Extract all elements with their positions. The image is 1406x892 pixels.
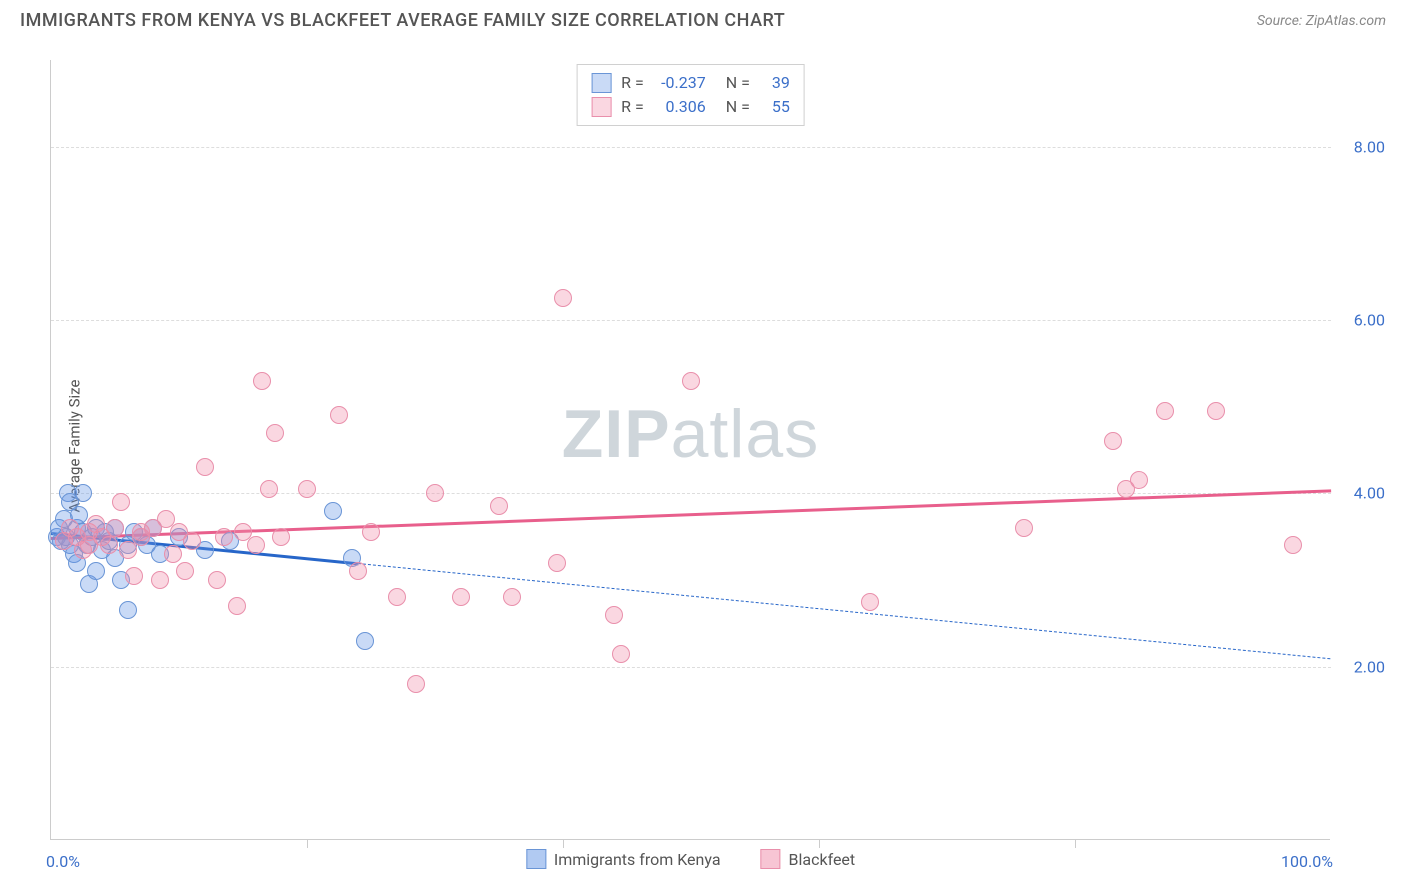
chart-title: IMMIGRANTS FROM KENYA VS BLACKFEET AVERA… (20, 10, 785, 31)
data-point (426, 484, 444, 502)
data-point (228, 597, 246, 615)
data-point (272, 528, 290, 546)
gridline (51, 147, 1331, 148)
legend-n-value: 39 (760, 71, 790, 95)
data-point (1015, 519, 1033, 537)
data-point (247, 536, 265, 554)
watermark: ZIPatlas (562, 395, 819, 473)
legend-r-label: R = (621, 71, 644, 95)
x-tick-label: 0.0% (46, 852, 80, 871)
x-tick-label: 100.0% (1281, 852, 1333, 871)
x-tick-mark (563, 840, 564, 848)
data-point (612, 645, 630, 663)
data-point (1104, 432, 1122, 450)
data-point (298, 480, 316, 498)
data-point (100, 536, 118, 554)
y-tick-label: 8.00 (1335, 137, 1385, 156)
data-point (151, 571, 169, 589)
legend-bottom-item: Immigrants from Kenya (526, 849, 721, 869)
watermark-bold: ZIP (562, 396, 671, 472)
y-tick-label: 2.00 (1335, 657, 1385, 676)
data-point (1284, 536, 1302, 554)
chart-area: ZIPatlas R =-0.237N =39R =0.306N =55 Imm… (50, 60, 1370, 840)
legend-swatch (526, 849, 546, 869)
data-point (452, 588, 470, 606)
legend-label: Blackfeet (789, 850, 856, 869)
x-tick-mark (1075, 840, 1076, 848)
source-label: Source: ZipAtlas.com (1257, 13, 1386, 29)
data-point (490, 497, 508, 515)
data-point (407, 675, 425, 693)
gridline (51, 667, 1331, 668)
data-point (74, 484, 92, 502)
plot-region: ZIPatlas R =-0.237N =39R =0.306N =55 Imm… (50, 60, 1330, 840)
data-point (208, 571, 226, 589)
data-point (330, 406, 348, 424)
watermark-light: atlas (671, 396, 820, 472)
header: IMMIGRANTS FROM KENYA VS BLACKFEET AVERA… (0, 0, 1406, 31)
legend-row: R = 0.306 N = 55 (591, 95, 790, 119)
data-point (324, 502, 342, 520)
data-point (861, 593, 879, 611)
x-tick-mark (307, 840, 308, 848)
legend-r-value: 0.306 (654, 95, 706, 119)
legend-r-label: R = (621, 95, 644, 119)
y-tick-label: 6.00 (1335, 311, 1385, 330)
data-point (266, 424, 284, 442)
gridline (51, 493, 1331, 494)
data-point (349, 562, 367, 580)
legend-row: R = -0.237 N = 39 (591, 71, 790, 95)
legend-swatch (591, 97, 611, 117)
data-point (356, 632, 374, 650)
data-point (176, 562, 194, 580)
legend-bottom-item: Blackfeet (761, 849, 856, 869)
data-point (503, 588, 521, 606)
legend-n-label: N = (726, 71, 750, 95)
data-point (1156, 402, 1174, 420)
trend-line-extrapolated (358, 563, 1331, 659)
legend-swatch (761, 849, 781, 869)
data-point (554, 289, 572, 307)
legend-r-value: -0.237 (654, 71, 706, 95)
data-point (183, 532, 201, 550)
data-point (388, 588, 406, 606)
legend-top: R = -0.237 N = 39 R = 0.306 N = 55 (576, 64, 805, 126)
legend-label: Immigrants from Kenya (554, 850, 721, 869)
data-point (119, 601, 137, 619)
gridline (51, 320, 1331, 321)
data-point (87, 562, 105, 580)
data-point (362, 523, 380, 541)
y-tick-label: 4.00 (1335, 484, 1385, 503)
data-point (215, 528, 233, 546)
data-point (548, 554, 566, 572)
data-point (112, 493, 130, 511)
legend-swatch (591, 73, 611, 93)
x-tick-mark (819, 840, 820, 848)
data-point (260, 480, 278, 498)
data-point (253, 372, 271, 390)
data-point (682, 372, 700, 390)
legend-n-value: 55 (760, 95, 790, 119)
data-point (1207, 402, 1225, 420)
data-point (106, 519, 124, 537)
data-point (125, 567, 143, 585)
data-point (196, 458, 214, 476)
data-point (605, 606, 623, 624)
data-point (1130, 471, 1148, 489)
legend-bottom: Immigrants from Kenya Blackfeet (526, 849, 855, 869)
data-point (164, 545, 182, 563)
legend-n-label: N = (726, 95, 750, 119)
